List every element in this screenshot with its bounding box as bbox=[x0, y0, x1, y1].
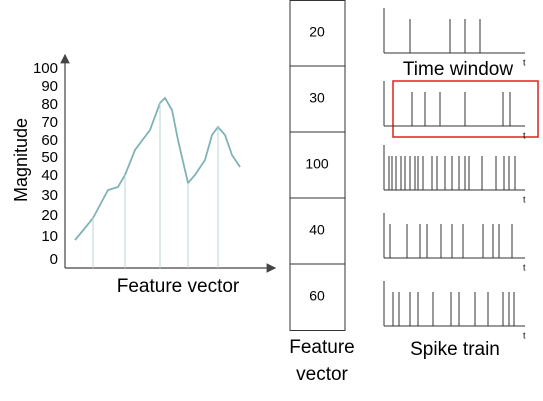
curve bbox=[74, 96, 241, 241]
spike-trains: Time window Spike train t t t t t bbox=[383, 8, 539, 360]
sample-lines bbox=[92, 103, 219, 268]
t-label: t bbox=[523, 262, 526, 272]
y-tick-label: 40 bbox=[41, 167, 58, 184]
y-tick-label: 30 bbox=[41, 187, 58, 204]
column-label: Feature bbox=[289, 337, 354, 358]
y-tick-label: 50 bbox=[41, 149, 58, 166]
cell-value: 20 bbox=[309, 24, 325, 40]
time-window-box bbox=[392, 80, 539, 138]
feature-column: Feature vector 20 30 100 40 60 bbox=[289, 0, 355, 385]
t-label: t bbox=[523, 194, 526, 204]
y-tick-label: 10 bbox=[41, 228, 58, 245]
spike-train-label: Spike train bbox=[410, 339, 500, 360]
y-label: Magnitude bbox=[11, 118, 31, 202]
y-tick-label: 80 bbox=[41, 96, 58, 113]
y-tick-label: 100 bbox=[33, 60, 58, 77]
t-label: t bbox=[523, 57, 526, 67]
time-window-label: Time window bbox=[403, 59, 513, 80]
column-label: vector bbox=[296, 364, 348, 385]
y-tick-label: 90 bbox=[41, 78, 58, 95]
y-tick-label: 20 bbox=[41, 207, 58, 224]
y-tick-label: 70 bbox=[41, 114, 58, 131]
y-tick-label: 0 bbox=[50, 251, 58, 268]
cell-value: 60 bbox=[309, 288, 325, 304]
t-label: t bbox=[523, 130, 526, 140]
cell-value: 30 bbox=[309, 90, 325, 106]
cell-value: 40 bbox=[309, 222, 325, 238]
y-tick-label: 60 bbox=[41, 132, 58, 149]
t-label: t bbox=[523, 330, 526, 340]
column-box bbox=[289, 0, 346, 331]
x-label: Feature vector bbox=[117, 276, 240, 297]
magnitude-plot: Magnitude Feature vector 0 10 20 30 40506070… bbox=[11, 53, 277, 297]
cell-value: 100 bbox=[305, 156, 329, 172]
